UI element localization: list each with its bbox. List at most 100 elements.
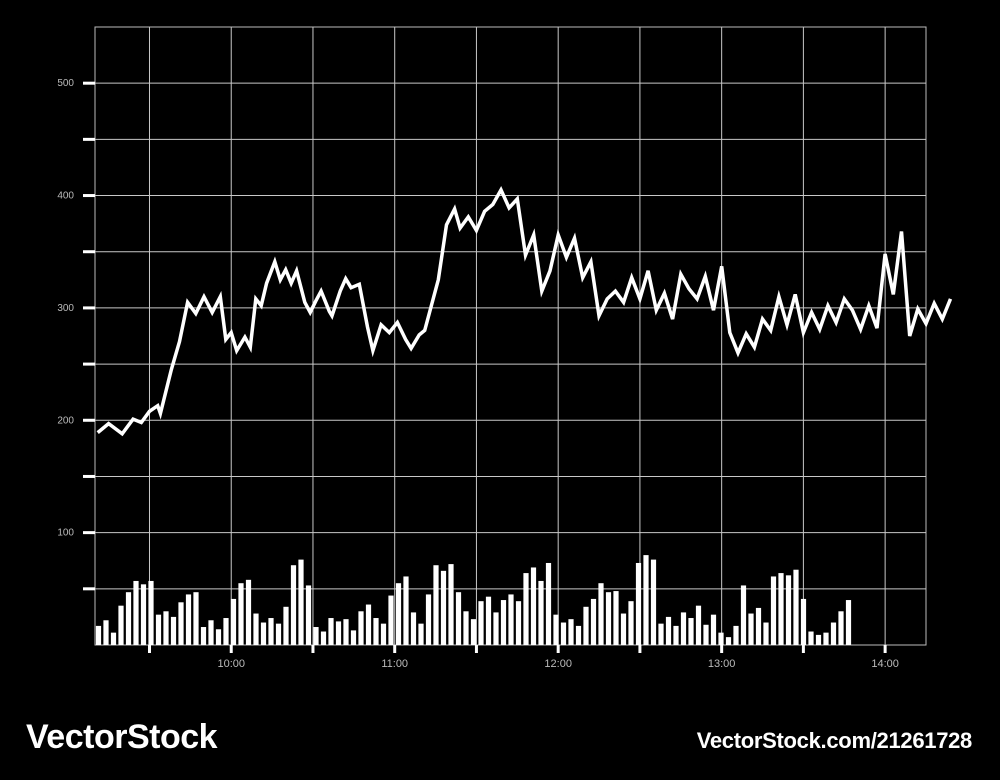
volume-bar (103, 620, 109, 645)
volume-bar (530, 567, 537, 645)
volume-bar (583, 606, 589, 645)
volume-bar (830, 622, 837, 645)
y-tick-label: 400 (57, 191, 74, 202)
volume-bar (643, 555, 649, 645)
volume-bar (268, 618, 274, 645)
volume-bar (140, 584, 147, 645)
x-axis: 10:00 11:00 12:00 13:00 14:00 (147, 645, 899, 670)
volume-bar (245, 579, 252, 645)
volume-bar (808, 631, 814, 645)
x-tick-label: 13:00 (708, 658, 736, 670)
volume-bar (200, 627, 207, 645)
watermark-id-right: VectorStock.com/21261728 (696, 728, 973, 753)
volume-bar (590, 598, 597, 645)
plot-frame (94, 26, 927, 646)
y-axis: 100 200 300 400 500 (57, 78, 95, 591)
volume-bar (508, 594, 514, 645)
volume-bar (223, 618, 229, 645)
volume-bar (500, 600, 507, 645)
volume-bar (628, 601, 634, 645)
volume-bar (283, 606, 289, 645)
volume-bar (680, 612, 687, 645)
volume-bar (538, 580, 544, 645)
watermark-logo-left: VectorStock (26, 718, 218, 756)
volume-bar (260, 622, 267, 645)
volume-bar (455, 592, 462, 645)
volume-bar (163, 611, 169, 645)
volume-bar (823, 632, 829, 645)
volume-bar (650, 559, 657, 645)
volume-bar (433, 565, 439, 645)
volume-bar (170, 616, 177, 645)
volume-bar (710, 614, 717, 645)
volume-bar (785, 575, 792, 645)
volume-bar (463, 611, 469, 645)
volume-bars (95, 555, 852, 645)
price-line (96, 186, 953, 437)
volume-bar (125, 592, 132, 645)
volume-bar (110, 632, 117, 645)
volume-bar (523, 573, 529, 645)
volume-bar (155, 614, 162, 645)
volume-bar (418, 623, 424, 645)
volume-bar (118, 605, 124, 645)
volume-bar (478, 601, 484, 645)
volume-bar (725, 637, 732, 645)
volume-bar (605, 592, 612, 645)
volume-bar (358, 611, 364, 645)
volume-bar (845, 600, 852, 645)
volume-bar (770, 576, 777, 645)
y-tick-label: 200 (57, 415, 74, 426)
volume-bar (778, 573, 784, 645)
volume-bar (635, 562, 642, 645)
volume-bar (740, 585, 747, 645)
chart-grid (94, 26, 927, 646)
volume-bar (305, 585, 312, 645)
volume-bar (133, 580, 139, 645)
volume-bar (598, 583, 604, 645)
volume-bar (568, 619, 574, 645)
volume-bar (238, 583, 244, 645)
volume-bar (185, 594, 192, 645)
volume-bar (148, 580, 154, 645)
volume-bar (178, 602, 184, 645)
volume-bar (515, 601, 522, 645)
volume-bar (493, 612, 499, 645)
x-tick-label: 12:00 (544, 658, 572, 670)
volume-bar (763, 622, 769, 645)
volume-bar (793, 569, 799, 645)
volume-bar (658, 623, 664, 645)
volume-bar (448, 564, 454, 645)
volume-bar (275, 623, 282, 645)
volume-bar (688, 618, 694, 645)
volume-bar (545, 562, 552, 645)
volume-price-chart: 100 200 300 400 500 10:00 11:00 12:00 13:00 14:0… (57, 26, 953, 670)
volume-bar (665, 616, 672, 645)
x-tick-label: 10:00 (217, 658, 245, 670)
volume-bar (703, 624, 709, 645)
volume-bar (193, 592, 199, 645)
volume-bar (838, 611, 844, 645)
volume-bar (410, 612, 417, 645)
y-tick-label: 100 (57, 528, 74, 539)
volume-bar (335, 621, 342, 645)
volume-bar (230, 598, 237, 645)
volume-bar (695, 605, 702, 645)
volume-bar (313, 627, 319, 645)
volume-bar (365, 604, 372, 645)
volume-bar (253, 613, 259, 645)
volume-bar (320, 631, 327, 645)
volume-bar (815, 634, 822, 645)
volume-bar (575, 625, 582, 645)
volume-bar (470, 619, 477, 645)
volume-bar (673, 625, 679, 645)
volume-bar (380, 623, 387, 645)
volume-bar (748, 613, 754, 645)
volume-bar (440, 570, 447, 645)
volume-bar (373, 618, 379, 645)
volume-bar (425, 594, 432, 645)
y-tick-label: 500 (57, 78, 74, 89)
volume-bar (388, 595, 394, 645)
volume-bar (553, 614, 559, 645)
x-tick-label: 11:00 (381, 658, 408, 670)
